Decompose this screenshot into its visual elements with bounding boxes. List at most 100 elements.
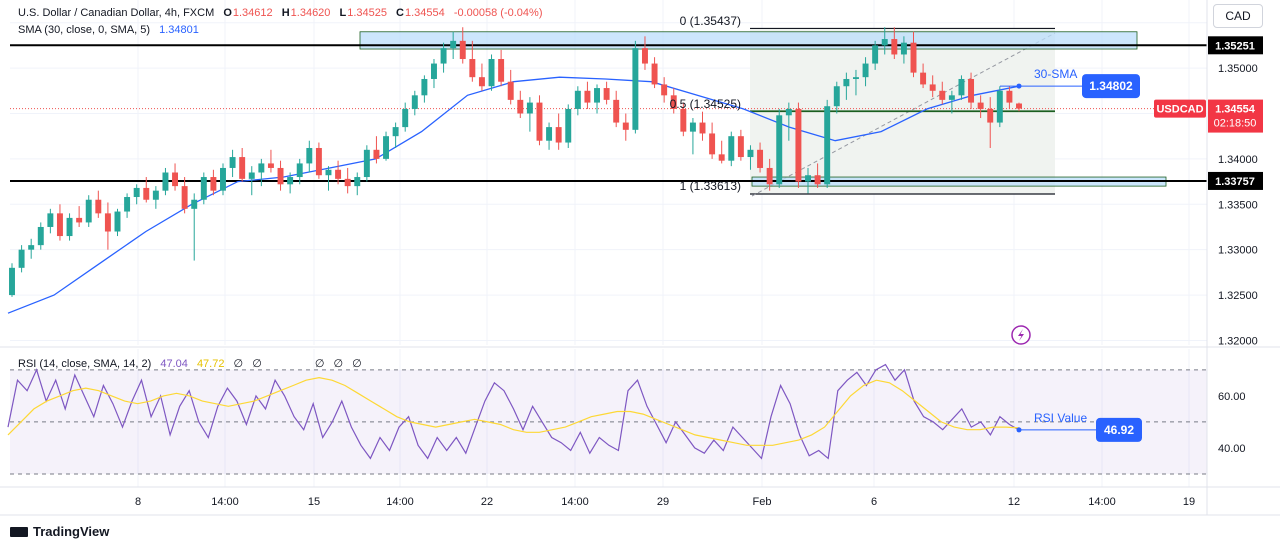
candle [478, 77, 485, 87]
candle [488, 59, 495, 87]
candle [747, 149, 754, 158]
candle [641, 48, 648, 64]
candle [785, 108, 792, 116]
price-tick-label: 1.33000 [1218, 245, 1258, 257]
candle [133, 187, 140, 198]
sma-callout-dot [1016, 83, 1022, 89]
ohlc-low: L1.34525 [339, 7, 387, 19]
candle [277, 167, 284, 185]
candle [546, 127, 553, 141]
candle [9, 267, 15, 296]
candle [248, 172, 255, 179]
candle [392, 127, 399, 137]
candle [306, 147, 313, 164]
candle [680, 108, 687, 132]
candle [526, 102, 533, 114]
candle [718, 154, 725, 161]
rsi-line [7, 363, 1020, 460]
currency-button[interactable]: CAD [1213, 4, 1263, 28]
candle [766, 167, 773, 185]
candle [18, 249, 25, 268]
lightning-glyph [1018, 329, 1024, 341]
candle [929, 84, 936, 91]
candle [757, 149, 764, 168]
candle [977, 102, 984, 109]
candle [968, 78, 975, 103]
price-tick-label: 1.35000 [1218, 63, 1258, 75]
candle [948, 95, 955, 100]
resistance-zone [359, 31, 1138, 50]
sma-callout-label: 30-SMA [1034, 67, 1077, 81]
candle [162, 172, 169, 191]
candle [958, 78, 965, 96]
tradingview-icon [10, 527, 28, 537]
rsi-extra: ∅ [233, 358, 244, 370]
candle [584, 90, 591, 103]
price-tick-label: 1.34000 [1218, 154, 1258, 166]
rsi-extra: ∅ [352, 358, 362, 370]
candle [411, 95, 418, 109]
fib-1-label: 1 (1.33613) [680, 179, 741, 193]
candle [258, 163, 265, 173]
candle [603, 88, 610, 100]
countdown-label: 02:18:50 [1214, 118, 1257, 130]
candle [450, 40, 457, 49]
candle [498, 59, 505, 82]
candle [76, 217, 83, 223]
candle [824, 106, 831, 185]
ohlc-change: -0.00058 (-0.04%) [453, 7, 543, 19]
candle [632, 48, 639, 130]
candle [229, 157, 236, 168]
candle [833, 86, 840, 107]
sma-value: 1.34801 [159, 24, 199, 36]
candle [651, 63, 658, 85]
candle [296, 163, 303, 178]
sma-label: SMA (30, close, 0, SMA, 5) [18, 24, 151, 36]
candle [354, 177, 361, 187]
candle [852, 77, 859, 79]
candle [776, 115, 783, 185]
candle [699, 122, 706, 134]
candle [66, 217, 73, 237]
candle [872, 45, 879, 64]
candle [37, 226, 44, 246]
candle [622, 122, 629, 130]
rsi-extra: ∅ [314, 358, 325, 370]
candle [920, 72, 927, 85]
symbol-legend: U.S. Dollar / Canadian Dollar, 4h, FXCM … [18, 7, 549, 19]
time-tick-label: 12 [1008, 496, 1020, 508]
candle [363, 149, 370, 178]
sma-line [7, 76, 1020, 314]
ohlc-high: H1.34620 [281, 7, 331, 19]
sma-callout-badge [1082, 74, 1140, 99]
candle [737, 136, 744, 158]
time-tick-label: 14:00 [386, 496, 414, 508]
last-price-label: 1.34554 [1215, 104, 1256, 116]
tradingview-logo[interactable]: TradingView [10, 524, 109, 539]
rsi-extra: ∅ [252, 358, 262, 370]
time-tick-label: 15 [308, 496, 320, 508]
rsi-callout-value: 46.92 [1104, 423, 1134, 437]
rsi-tick-label: 60.00 [1218, 391, 1246, 403]
brand-name: TradingView [33, 524, 110, 539]
rsi-band-fill [10, 369, 1207, 474]
rsi-ma-value: 47.72 [196, 358, 225, 370]
candle [805, 175, 811, 182]
candle [114, 211, 121, 232]
candle [670, 95, 677, 109]
candle [862, 63, 869, 78]
rsi-value: 47.04 [160, 358, 188, 370]
ohlc-open: O1.34612 [223, 7, 273, 19]
price-tick-label: 1.32500 [1218, 290, 1258, 302]
candle [728, 136, 735, 161]
time-tick-label: 22 [481, 496, 493, 508]
sma-callout-value: 1.34802 [1089, 79, 1133, 93]
candle [287, 177, 294, 185]
rsi-callout-badge [1096, 417, 1142, 442]
candle [47, 213, 54, 227]
time-tick-label: 14:00 [211, 496, 239, 508]
time-tick-label: 14:00 [561, 496, 589, 508]
candle [28, 245, 35, 250]
